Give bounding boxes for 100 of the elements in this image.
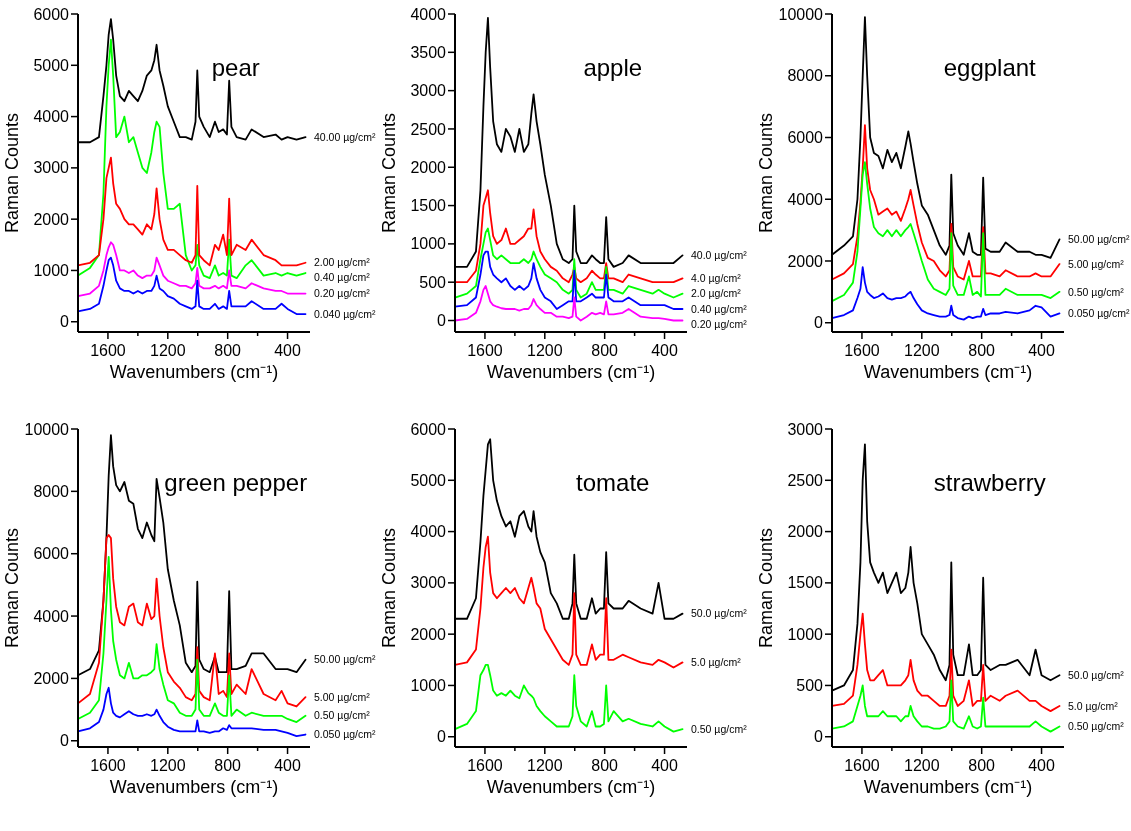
series-label: 0.50 µg/cm² bbox=[1068, 285, 1125, 298]
x-tick-label: 1200 bbox=[150, 342, 186, 359]
y-tick-label: 0 bbox=[814, 314, 824, 332]
text: eggplant bbox=[943, 54, 1037, 81]
series-label: 0.40 µg/cm² bbox=[314, 271, 371, 284]
line-series bbox=[454, 664, 684, 733]
x-tick-label: 800 bbox=[214, 757, 242, 774]
y-tick-label: 10000 bbox=[24, 420, 70, 438]
y-tick-label: 2000 bbox=[410, 625, 447, 643]
series-label: 0.20 µg/cm² bbox=[314, 287, 371, 300]
y-tick-label: 5000 bbox=[410, 471, 447, 489]
x-tick-label: 400 bbox=[1028, 342, 1055, 359]
y-tick-label: 1000 bbox=[410, 235, 447, 253]
x-tick-label: 1200 bbox=[904, 757, 940, 774]
line-series bbox=[454, 250, 684, 310]
x-axis-title: Wavenumbers (cm⁻¹) bbox=[863, 777, 1033, 797]
series-label: 50.0 µg/cm² bbox=[1068, 668, 1125, 681]
y-tick-label: 3000 bbox=[410, 574, 447, 592]
line-series bbox=[454, 535, 684, 669]
y-tick-label: 2000 bbox=[33, 670, 70, 688]
series-label: 5.00 µg/cm² bbox=[314, 690, 371, 703]
y-tick-label: 0 bbox=[814, 728, 824, 746]
y-tick-label: 0 bbox=[437, 728, 447, 746]
x-tick-label: 400 bbox=[1028, 757, 1055, 774]
series-label: 40.0 µg/cm² bbox=[691, 249, 748, 262]
y-axis-title: Raman Counts bbox=[756, 112, 776, 234]
series-label: 5.00 µg/cm² bbox=[1068, 257, 1125, 270]
x-tick-label: 1200 bbox=[527, 342, 563, 359]
series-label: 2.00 µg/cm² bbox=[314, 256, 371, 269]
line-series bbox=[77, 156, 307, 267]
y-tick-label: 3500 bbox=[410, 43, 447, 61]
x-tick-label: 1600 bbox=[467, 757, 503, 774]
line-series bbox=[77, 555, 307, 723]
y-tick-label: 4000 bbox=[410, 5, 447, 23]
line-series bbox=[831, 612, 1061, 712]
y-axis-title: Raman Counts bbox=[379, 112, 399, 234]
line-series bbox=[77, 256, 307, 315]
x-axis-title: Wavenumbers (cm⁻¹) bbox=[863, 362, 1033, 382]
y-tick-label: 1000 bbox=[410, 677, 447, 695]
x-tick-label: 1600 bbox=[844, 757, 880, 774]
x-tick-label: 400 bbox=[651, 757, 678, 774]
y-tick-label: 3000 bbox=[33, 159, 70, 177]
text: green pepper bbox=[164, 469, 308, 496]
text: tomate bbox=[576, 469, 650, 496]
x-tick-label: 800 bbox=[591, 342, 619, 359]
y-axis-title: Raman Counts bbox=[756, 527, 776, 649]
y-axis-title: Raman Counts bbox=[2, 112, 22, 234]
series-label: 50.0 µg/cm² bbox=[691, 607, 748, 620]
y-tick-label: 3000 bbox=[410, 82, 447, 100]
series-label: 0.50 µg/cm² bbox=[1068, 720, 1125, 733]
series-label: 4.0 µg/cm² bbox=[691, 272, 742, 285]
series-label: 5.0 µg/cm² bbox=[1068, 699, 1119, 712]
x-tick-label: 1200 bbox=[150, 757, 186, 774]
y-tick-label: 500 bbox=[796, 677, 824, 695]
y-tick-label: 1500 bbox=[410, 197, 447, 215]
x-tick-label: 800 bbox=[214, 342, 242, 359]
series-label: 2.0 µg/cm² bbox=[691, 287, 742, 300]
x-axis-title: Wavenumbers (cm⁻¹) bbox=[109, 362, 279, 382]
series-label: 0.50 µg/cm² bbox=[314, 709, 371, 722]
x-tick-label: 1200 bbox=[527, 757, 563, 774]
x-tick-label: 800 bbox=[591, 757, 619, 774]
y-tick-label: 4000 bbox=[33, 607, 70, 625]
text: strawberry bbox=[933, 469, 1046, 496]
y-tick-label: 0 bbox=[60, 313, 70, 331]
text: pear bbox=[211, 54, 260, 81]
line-series bbox=[454, 227, 684, 299]
series-label: 50.00 µg/cm² bbox=[314, 653, 376, 666]
y-tick-label: 2000 bbox=[33, 210, 70, 228]
x-tick-label: 1600 bbox=[844, 342, 880, 359]
y-tick-label: 4000 bbox=[410, 523, 447, 541]
line-series bbox=[831, 679, 1061, 733]
y-tick-label: 2000 bbox=[410, 158, 447, 176]
y-tick-label: 6000 bbox=[410, 420, 447, 438]
x-axis-title: Wavenumbers (cm⁻¹) bbox=[486, 777, 656, 797]
line-series bbox=[831, 161, 1061, 303]
series-label: 5.0 µg/cm² bbox=[691, 656, 742, 669]
line-series bbox=[831, 266, 1061, 321]
line-series bbox=[77, 38, 307, 280]
x-tick-label: 400 bbox=[651, 342, 678, 359]
y-tick-label: 4000 bbox=[787, 190, 824, 208]
y-axis-title: Raman Counts bbox=[379, 527, 399, 649]
y-tick-label: 2500 bbox=[410, 120, 447, 138]
y-tick-label: 6000 bbox=[33, 5, 70, 23]
y-tick-label: 5000 bbox=[33, 56, 70, 74]
y-tick-label: 4000 bbox=[33, 108, 70, 126]
y-tick-label: 6000 bbox=[787, 129, 824, 147]
y-tick-label: 0 bbox=[437, 312, 447, 330]
x-tick-label: 1200 bbox=[904, 342, 940, 359]
y-tick-label: 8000 bbox=[33, 482, 70, 500]
line-series bbox=[77, 241, 307, 297]
y-tick-label: 1000 bbox=[33, 262, 70, 280]
y-tick-label: 10000 bbox=[778, 5, 824, 23]
y-tick-label: 2000 bbox=[787, 252, 824, 270]
y-tick-label: 3000 bbox=[787, 420, 824, 438]
x-tick-label: 400 bbox=[274, 757, 301, 774]
series-label: 50.00 µg/cm² bbox=[1068, 233, 1130, 246]
series-label: 0.050 µg/cm² bbox=[1068, 307, 1130, 320]
text: apple bbox=[583, 54, 643, 81]
x-tick-label: 1600 bbox=[467, 342, 503, 359]
series-label: 0.50 µg/cm² bbox=[691, 722, 748, 735]
